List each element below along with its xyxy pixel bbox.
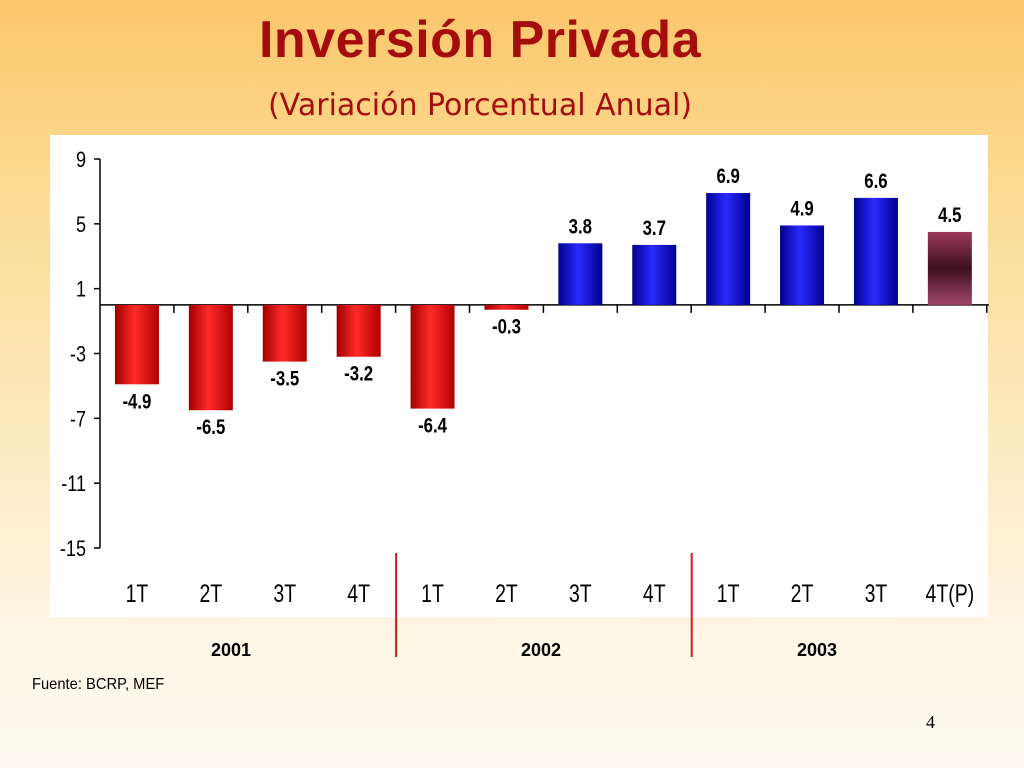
- value-label-1: -4.9: [122, 391, 151, 414]
- value-label-2: -6.5: [196, 417, 225, 440]
- bar-7: [558, 243, 603, 305]
- value-label-4: -3.2: [344, 363, 373, 386]
- category-label-3: 3T: [273, 580, 296, 608]
- value-label-7: 3.8: [569, 216, 592, 239]
- value-label-3: -3.5: [270, 368, 299, 391]
- bar-6: [484, 304, 529, 310]
- page-number: 4: [926, 712, 935, 732]
- bar-8: [632, 244, 677, 305]
- bar-4: [336, 304, 381, 357]
- category-label-2: 2T: [199, 580, 222, 608]
- slide-subtitle: (Variación Porcentual Anual): [267, 88, 693, 123]
- bar-2: [188, 304, 233, 411]
- y-tick-label: 5: [76, 213, 86, 237]
- bar-3: [262, 304, 307, 362]
- category-label-6: 2T: [495, 580, 518, 608]
- bar-1: [114, 304, 159, 385]
- value-label-6: -0.3: [492, 316, 521, 339]
- year-label-2002: 2002: [521, 640, 562, 660]
- value-label-10: 4.9: [790, 198, 813, 221]
- bar-9: [706, 193, 751, 305]
- value-label-11: 6.6: [864, 170, 887, 193]
- category-label-9: 1T: [717, 580, 740, 608]
- y-tick-label: -7: [70, 408, 86, 432]
- bar-5: [410, 304, 455, 409]
- year-label-2003: 2003: [797, 640, 838, 660]
- category-label-5: 1T: [421, 580, 444, 608]
- value-label-9: 6.9: [716, 165, 739, 188]
- category-label-12: 4T(P): [925, 580, 974, 608]
- y-tick-label: -15: [60, 537, 86, 561]
- y-tick-label: 9: [76, 148, 86, 172]
- category-label-4: 4T: [347, 580, 370, 608]
- category-label-11: 3T: [865, 580, 888, 608]
- bar-10: [780, 225, 825, 305]
- slide-title: Inversión Privada: [258, 11, 702, 69]
- y-tick-label: -11: [61, 473, 86, 497]
- y-tick-label: 1: [76, 278, 86, 302]
- category-label-7: 3T: [569, 580, 592, 608]
- y-tick-label: -3: [70, 343, 86, 367]
- category-label-8: 4T: [643, 580, 666, 608]
- category-label-1: 1T: [126, 580, 149, 608]
- value-label-8: 3.7: [643, 217, 666, 240]
- source-note: Fuente: BCRP, MEF: [32, 676, 165, 693]
- value-label-12: 4.5: [938, 204, 962, 227]
- bar-11: [853, 197, 898, 305]
- category-label-10: 2T: [791, 580, 814, 608]
- year-label-2001: 2001: [211, 640, 252, 660]
- bar-12: [927, 231, 972, 305]
- value-label-5: -6.4: [418, 415, 447, 438]
